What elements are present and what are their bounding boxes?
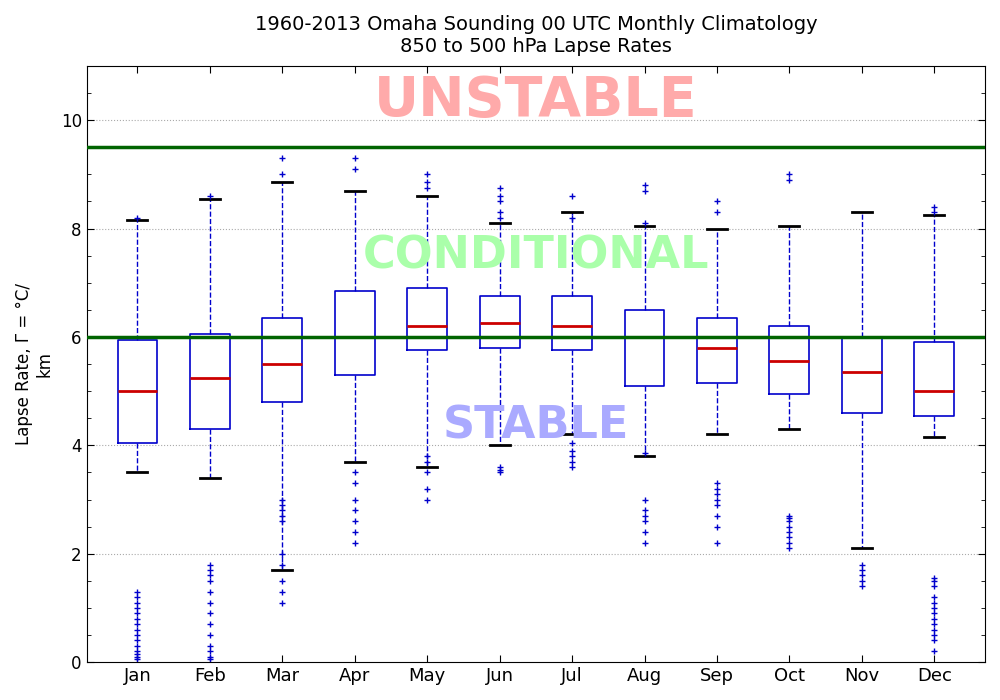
Text: UNSTABLE: UNSTABLE xyxy=(374,74,698,128)
Y-axis label: Lapse Rate, Γ = °C/
km: Lapse Rate, Γ = °C/ km xyxy=(15,283,54,445)
Text: CONDITIONAL: CONDITIONAL xyxy=(363,234,709,277)
Title: 1960-2013 Omaha Sounding 00 UTC Monthly Climatology
850 to 500 hPa Lapse Rates: 1960-2013 Omaha Sounding 00 UTC Monthly … xyxy=(255,15,817,56)
Text: STABLE: STABLE xyxy=(443,405,629,448)
